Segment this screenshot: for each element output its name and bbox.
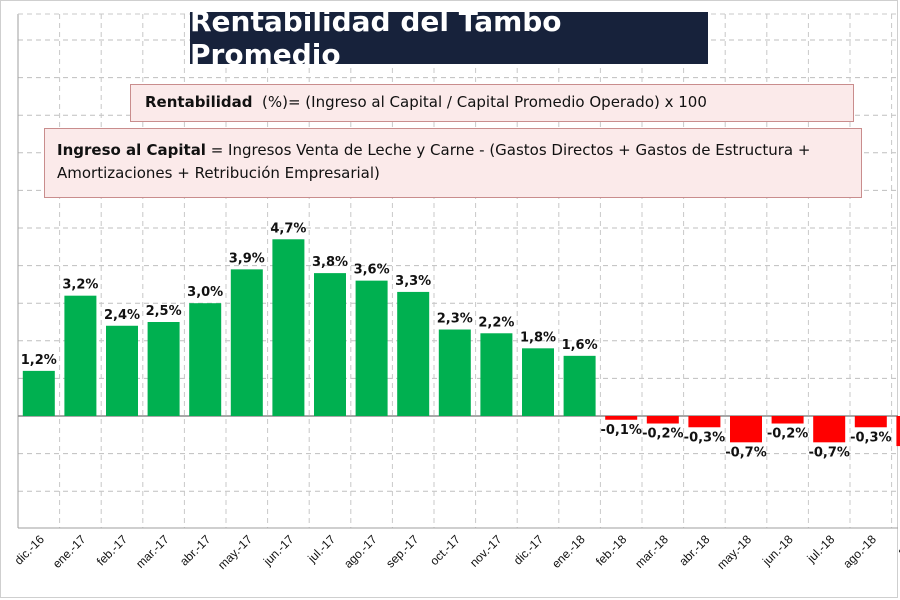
data-label: 3,3% (395, 274, 431, 289)
x-tick-label: ene.-17 (50, 532, 89, 571)
x-tick-label: jul.-17 (304, 532, 338, 566)
x-tick-label: jun.-18 (759, 532, 796, 569)
bar (147, 322, 180, 416)
bar (22, 370, 55, 416)
chart-title: Rentabilidad del Tambo Promedio (190, 5, 708, 71)
data-label: 3,0% (187, 285, 223, 300)
data-label: -0,2% (767, 427, 808, 442)
x-tick-label: feb.-18 (593, 532, 630, 569)
data-label: 1,2% (21, 353, 57, 368)
bar (230, 269, 263, 416)
bar (813, 416, 846, 443)
x-tick-label: abr.-17 (177, 532, 214, 569)
data-label: 1,6% (562, 338, 598, 353)
bar (730, 416, 762, 443)
data-label: 2,5% (146, 304, 182, 319)
formula-ingreso-definition: = Ingresos Venta de Leche y Carne - (Gas… (57, 141, 811, 182)
formula-rentabilidad-term: Rentabilidad (145, 93, 253, 111)
x-tick-label: oct.-17 (427, 532, 463, 568)
data-label: 4,7% (270, 221, 306, 236)
x-tick-label: sep.-17 (383, 532, 421, 570)
x-tick-label: mar.-17 (133, 532, 172, 571)
bar (771, 416, 804, 424)
data-label: -0,7% (725, 445, 766, 460)
x-tick-layer: dic.-16 ene.-17 feb.-17 mar.-17 abr.-17 may.-… (12, 532, 900, 572)
data-label: 3,8% (312, 255, 348, 270)
x-tick-label: nov.-17 (467, 532, 505, 570)
x-tick-label: may.-18 (714, 532, 754, 572)
bar (106, 325, 138, 416)
data-label: 1,8% (520, 330, 556, 345)
bar (397, 291, 430, 416)
data-label: -0,3% (684, 430, 725, 445)
x-tick-label: ago.-17 (341, 532, 380, 571)
data-label: 3,9% (229, 251, 265, 266)
x-tick-label: mar.-18 (632, 532, 671, 571)
bar (688, 416, 721, 428)
x-tick-label: may.-17 (215, 532, 255, 572)
data-label: 2,2% (478, 315, 514, 330)
bar (646, 416, 679, 424)
bar (272, 239, 305, 416)
formula-ingreso-term: Ingreso al Capital (57, 141, 206, 159)
x-tick-label: ago.-18 (840, 532, 879, 571)
bar (854, 416, 887, 428)
x-tick-label: dic.-16 (12, 532, 48, 568)
bar (189, 303, 222, 416)
x-tick-label: jul.-18 (804, 532, 838, 566)
x-tick-label: feb.-17 (94, 532, 131, 569)
bar (896, 416, 900, 447)
bar (563, 355, 596, 416)
formula-rentabilidad-definition: (%)= (Ingreso al Capital / Capital Prome… (252, 93, 707, 111)
bar-layer (22, 239, 900, 447)
bar (522, 348, 554, 416)
formula-ingreso-capital: Ingreso al Capital = Ingresos Venta de L… (44, 128, 862, 198)
data-label: -0,7% (808, 445, 849, 460)
data-label-layer: 1,2% 3,2% 2,4% 2,5% 3,0% 3,9% 4,7% 3,8% 3,6% 3,3%… (21, 221, 892, 460)
x-tick-label: ene.-18 (549, 532, 588, 571)
formula-rentabilidad: Rentabilidad (%)= (Ingreso al Capital / … (130, 84, 854, 122)
bar (64, 295, 97, 416)
x-tick-label: abr.-18 (676, 532, 713, 569)
data-label: 3,2% (62, 278, 98, 293)
bar (480, 333, 513, 416)
data-label: -0,1% (600, 423, 641, 438)
data-label: 2,3% (437, 312, 473, 327)
data-label: -0,3% (850, 430, 891, 445)
bar (355, 280, 388, 416)
bar (314, 273, 346, 416)
data-label: 3,6% (354, 263, 390, 278)
bar (605, 416, 638, 420)
x-tick-label: jun.-17 (260, 532, 297, 569)
bar (438, 329, 471, 416)
x-tick-label: dic.-17 (511, 532, 547, 568)
data-label: -0,2% (642, 427, 683, 442)
data-label: 2,4% (104, 308, 140, 323)
x-tick-label: sep. (895, 532, 900, 558)
